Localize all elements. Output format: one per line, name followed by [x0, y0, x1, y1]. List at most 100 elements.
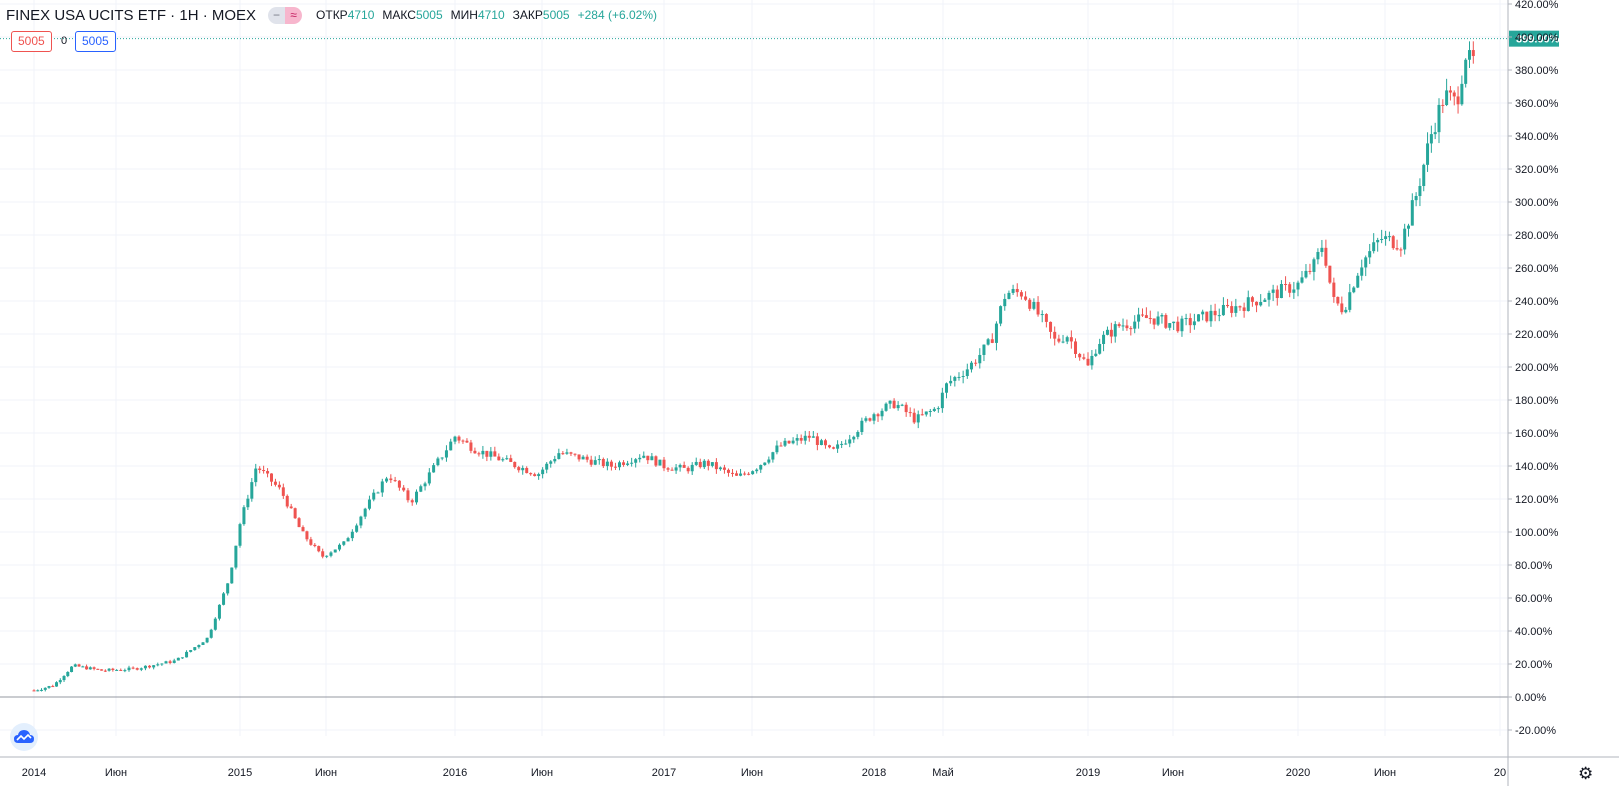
- candle-body: [819, 440, 823, 445]
- candle-body: [289, 506, 293, 509]
- candle-body: [213, 618, 217, 630]
- candle-body: [281, 487, 285, 496]
- candle-body: [1464, 59, 1468, 84]
- candle-body: [115, 669, 119, 671]
- sell-price-box[interactable]: 5005: [11, 31, 52, 52]
- candle-body: [193, 647, 197, 651]
- close-label: ЗАКР: [512, 8, 543, 22]
- candle-body: [521, 467, 525, 471]
- approx-icon[interactable]: ≈: [285, 6, 303, 24]
- candle-body: [726, 469, 730, 473]
- candle-body: [1332, 282, 1336, 297]
- candle-body: [1304, 270, 1308, 278]
- candle-body: [397, 480, 401, 488]
- candle-body: [1300, 277, 1304, 283]
- open-value: 4710: [347, 8, 375, 22]
- candle-body: [1209, 310, 1213, 322]
- candle-body: [1250, 297, 1254, 302]
- candle-body: [127, 667, 131, 671]
- candle-body: [1395, 248, 1399, 250]
- candle-body: [1445, 90, 1449, 106]
- candle-body: [160, 663, 164, 665]
- candle-body: [234, 545, 238, 568]
- y-tick-label: 320.00%: [1515, 164, 1559, 176]
- close-value: 5005: [542, 8, 570, 22]
- candle-body: [682, 464, 686, 468]
- candle-body: [1324, 247, 1328, 266]
- candle-body: [489, 451, 493, 457]
- candle-body: [1246, 297, 1250, 312]
- low-label: МИН: [450, 8, 478, 22]
- x-tick-label: Июн: [105, 767, 127, 779]
- cloud-logo-icon[interactable]: [10, 723, 38, 751]
- gear-icon[interactable]: ⚙: [1578, 764, 1594, 783]
- candle-body: [222, 593, 226, 605]
- candle-body: [385, 478, 389, 482]
- y-tick-label: 20.00%: [1515, 659, 1553, 671]
- candle-body: [1015, 288, 1019, 293]
- candle-body: [1152, 318, 1156, 325]
- candle-body: [832, 447, 836, 449]
- candle-body: [650, 456, 654, 461]
- candle-body: [1140, 314, 1144, 316]
- candle-body: [449, 441, 453, 451]
- candle-body: [605, 461, 609, 467]
- candle-body: [1160, 314, 1164, 317]
- candle-body: [1238, 306, 1242, 308]
- candle-body: [900, 404, 904, 406]
- x-tick-label: 2017: [652, 767, 676, 779]
- indicator-toggle[interactable]: − ≈: [268, 6, 303, 24]
- candle-body: [119, 669, 123, 671]
- candle-body: [807, 435, 811, 438]
- candle-body: [896, 405, 900, 409]
- candle-body: [747, 473, 751, 475]
- candle-body: [226, 583, 230, 594]
- candle-body: [868, 418, 872, 421]
- candle-body: [493, 451, 497, 457]
- candle-body: [864, 418, 868, 421]
- y-tick-label: 240.00%: [1515, 296, 1559, 308]
- candle-body: [1230, 306, 1234, 313]
- candle-body: [577, 454, 581, 460]
- candle-body: [1242, 307, 1246, 312]
- candle-body: [856, 432, 860, 437]
- candle-body: [787, 440, 791, 444]
- minus-icon[interactable]: −: [268, 6, 286, 24]
- candle-body: [301, 527, 305, 532]
- candle-body: [380, 481, 384, 493]
- candle-body: [581, 456, 585, 460]
- candle-body: [1360, 267, 1364, 276]
- candle-body: [678, 464, 682, 468]
- candle-body: [1328, 265, 1332, 283]
- candle-body: [1156, 316, 1160, 325]
- candle-body: [1356, 275, 1360, 288]
- symbol-title[interactable]: FINEX USA UCITS ETF · 1Н · MOEX: [6, 6, 257, 24]
- x-tick-label: Июн: [315, 767, 337, 779]
- candle-body: [355, 525, 359, 532]
- candle-body: [828, 445, 832, 448]
- candle-body: [1292, 289, 1296, 293]
- candle-body: [613, 466, 617, 468]
- candle-body: [1125, 325, 1129, 329]
- candle-body: [1296, 282, 1300, 290]
- candle-body: [730, 472, 734, 474]
- candle-body: [618, 462, 622, 468]
- buy-price-box[interactable]: 5005: [75, 31, 116, 52]
- candle-body: [36, 690, 40, 692]
- candle-body: [1376, 239, 1380, 243]
- candle-body: [755, 469, 759, 472]
- candle-body: [557, 453, 561, 459]
- candle-body: [823, 440, 827, 446]
- y-tick-label: 60.00%: [1515, 593, 1553, 605]
- candle-body: [461, 440, 465, 442]
- candle-body: [674, 467, 678, 471]
- candle-body: [1057, 338, 1061, 342]
- candle-body: [402, 487, 406, 491]
- candle-body: [982, 344, 986, 355]
- candle-body: [1368, 251, 1372, 258]
- candle-body: [1217, 315, 1221, 317]
- candle-body: [1426, 143, 1430, 165]
- candle-body: [135, 668, 139, 670]
- candle-body: [852, 436, 856, 440]
